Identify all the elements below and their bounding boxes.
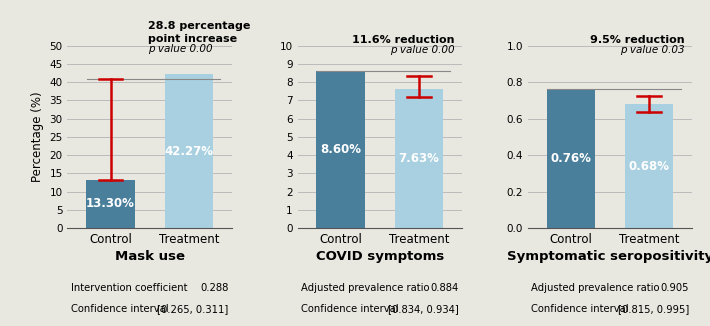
Text: [0.815, 0.995]: [0.815, 0.995] xyxy=(618,304,689,314)
Bar xyxy=(625,104,674,228)
Text: [0.265, 0.311]: [0.265, 0.311] xyxy=(158,304,229,314)
Text: [0.834, 0.934]: [0.834, 0.934] xyxy=(388,304,459,314)
Text: 7.63%: 7.63% xyxy=(398,152,439,165)
Text: p value 0.03: p value 0.03 xyxy=(620,45,684,55)
Text: 8.60%: 8.60% xyxy=(320,143,361,156)
Text: 0.76%: 0.76% xyxy=(550,152,591,165)
Text: 9.5% reduction: 9.5% reduction xyxy=(590,35,684,45)
Text: 0.288: 0.288 xyxy=(200,283,229,293)
X-axis label: Mask use: Mask use xyxy=(114,250,185,263)
Text: Confidence interval: Confidence interval xyxy=(301,304,398,314)
Text: p value 0.00: p value 0.00 xyxy=(390,45,454,55)
Text: Confidence interval: Confidence interval xyxy=(71,304,168,314)
Text: 28.8 percentage
point increase: 28.8 percentage point increase xyxy=(148,22,251,44)
X-axis label: Symptomatic seropositivity: Symptomatic seropositivity xyxy=(507,250,710,263)
Text: p value 0.00: p value 0.00 xyxy=(148,44,213,54)
Bar xyxy=(317,71,365,228)
Text: 42.27%: 42.27% xyxy=(164,144,213,157)
Bar xyxy=(395,89,443,228)
Text: Adjusted prevalence ratio: Adjusted prevalence ratio xyxy=(531,283,660,293)
Text: Confidence interval: Confidence interval xyxy=(531,304,629,314)
Text: 0.884: 0.884 xyxy=(430,283,459,293)
X-axis label: COVID symptoms: COVID symptoms xyxy=(316,250,444,263)
Bar xyxy=(547,89,595,228)
Text: 11.6% reduction: 11.6% reduction xyxy=(351,35,454,45)
Bar xyxy=(86,180,135,228)
Text: 13.30%: 13.30% xyxy=(86,198,135,210)
Y-axis label: Percentage (%): Percentage (%) xyxy=(31,92,44,182)
Text: Adjusted prevalence ratio: Adjusted prevalence ratio xyxy=(301,283,430,293)
Bar xyxy=(165,74,213,228)
Text: 0.905: 0.905 xyxy=(660,283,689,293)
Text: Intervention coefficient: Intervention coefficient xyxy=(71,283,187,293)
Text: 0.68%: 0.68% xyxy=(628,160,670,173)
